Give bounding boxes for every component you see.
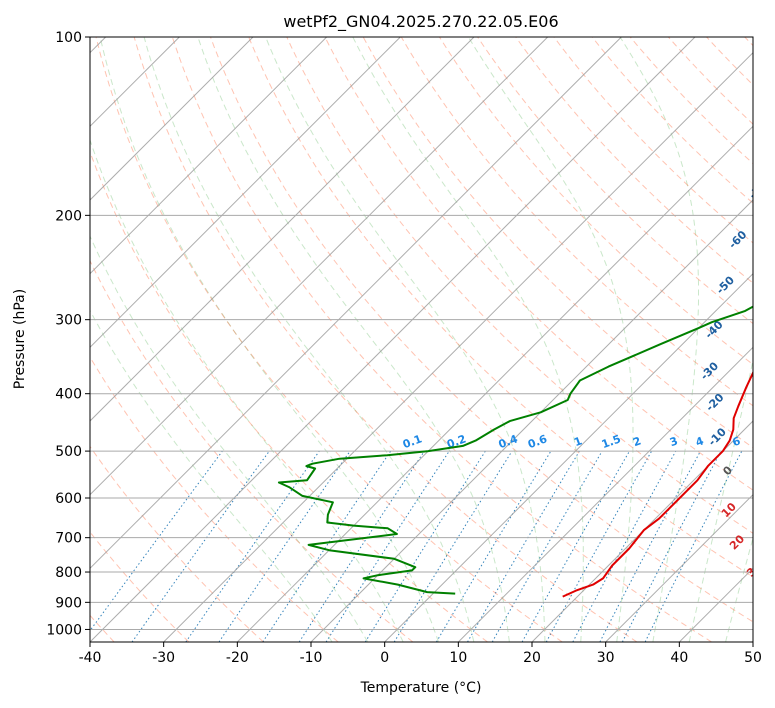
dry-adiabat	[133, 37, 638, 642]
mixing-ratio-label: 1	[572, 434, 584, 449]
isotherm-line	[90, 37, 622, 570]
y-tick-label: 1000	[46, 622, 82, 638]
mixing-ratio-label: 6	[731, 434, 743, 449]
x-axis-label: Temperature (°C)	[360, 680, 482, 696]
isotherm-line	[531, 420, 753, 642]
isotherm-line	[90, 37, 549, 496]
dry-adiabat	[286, 37, 753, 534]
isotherm-lines	[90, 37, 753, 642]
dry-adiabat	[629, 37, 753, 165]
moist-adiabat	[197, 37, 510, 642]
isobar-gridlines	[90, 37, 753, 630]
mixing-ratio-label: 4	[694, 434, 706, 449]
y-axis-ticks: 100 200 300 400 500 600 700 800 900 1000	[46, 30, 90, 638]
mixing-ratio-line	[90, 450, 223, 632]
isotherm-line	[163, 51, 753, 642]
isotherm-line	[384, 272, 753, 642]
dry-adiabat	[591, 37, 753, 204]
mixing-ratio-line	[185, 450, 320, 642]
moist-adiabat	[90, 138, 404, 642]
dry-adiabat	[171, 37, 712, 642]
y-tick-label: 200	[55, 208, 82, 224]
dry-adiabat	[400, 37, 753, 407]
moist-adiabat	[352, 37, 584, 642]
plot-area: -100-90-80-70-60-50-40-30-20-10010203040…	[90, 37, 769, 642]
y-axis-label: Pressure (hPa)	[12, 289, 28, 389]
chart-title: wetPf2_GN04.2025.270.22.05.E06	[283, 12, 558, 32]
isotherm-line	[310, 199, 753, 642]
dry-adiabat	[553, 37, 753, 244]
isotherm-line	[605, 493, 753, 642]
y-tick-label: 500	[55, 444, 82, 460]
temperature-profile-line	[562, 370, 753, 598]
dry-adiabat	[362, 37, 753, 449]
y-tick-label: 400	[55, 387, 82, 403]
dry-adiabat	[90, 259, 414, 642]
isotherm-line	[90, 37, 696, 642]
x-tick-label: 50	[744, 650, 762, 666]
dry-adiabat	[248, 37, 753, 578]
isotherm-label: -70	[746, 178, 769, 201]
mixing-ratio-line	[545, 450, 653, 642]
mixing-ratio-line	[131, 450, 270, 642]
isotherm-line	[90, 37, 254, 201]
mixing-ratio-label: 0.6	[526, 432, 549, 451]
mixing-ratio-line	[298, 450, 425, 642]
y-tick-label: 600	[55, 491, 82, 507]
x-tick-label: -20	[226, 650, 249, 666]
mixing-ratio-line	[262, 450, 392, 642]
moist-adiabat	[725, 536, 753, 642]
isotherm-line	[90, 37, 328, 275]
y-tick-label: 100	[55, 30, 82, 46]
y-tick-label: 800	[55, 565, 82, 581]
dry-adiabat	[477, 37, 753, 325]
isotherm-line	[457, 346, 753, 642]
mixing-ratio-line	[644, 450, 743, 642]
dewpoint-profile-line	[277, 305, 753, 595]
moist-adiabat	[90, 235, 369, 642]
y-tick-label: 300	[55, 313, 82, 329]
mixing-ratio-label: 3	[668, 434, 680, 449]
moist-adiabat	[90, 309, 333, 642]
isotherm-line	[90, 37, 401, 349]
x-axis-ticks: -40 -30 -20 -10 0 10 20 30 40 50	[79, 642, 762, 666]
mixing-ratio-lines	[90, 450, 743, 642]
moist-adiabats	[90, 37, 753, 642]
moist-adiabat	[467, 37, 634, 642]
y-tick-label: 900	[55, 595, 82, 611]
moist-adiabat	[265, 37, 546, 642]
dry-adiabats	[90, 37, 753, 642]
x-tick-label: 30	[597, 650, 615, 666]
moist-adiabat	[688, 358, 753, 642]
dry-adiabat	[95, 37, 563, 642]
x-tick-label: 40	[670, 650, 688, 666]
x-tick-label: 20	[523, 650, 541, 666]
x-tick-label: 10	[449, 650, 467, 666]
mixing-ratio-line	[325, 450, 450, 642]
mixing-ratio-label: 1.5	[600, 432, 623, 451]
mixing-ratio-label: 0.1	[401, 432, 424, 451]
x-tick-label: 0	[380, 650, 389, 666]
x-tick-label: -10	[300, 650, 323, 666]
dry-adiabat-label: 30	[744, 559, 764, 579]
mixing-ratio-label: 0.4	[497, 432, 520, 451]
y-tick-label: 700	[55, 531, 82, 547]
plot-frame	[89, 36, 754, 643]
isotherm-line	[90, 37, 475, 422]
mixing-ratio-label: 2	[631, 434, 643, 449]
x-tick-label: -30	[152, 650, 175, 666]
mixing-ratio-line	[521, 450, 630, 642]
x-tick-label: -40	[79, 650, 102, 666]
profile-series	[277, 305, 753, 598]
mixing-ratio-line	[218, 450, 351, 642]
dry-adiabat	[438, 37, 753, 366]
moist-adiabat	[619, 37, 699, 642]
mixing-ratio-line	[393, 450, 513, 642]
dry-adiabat	[90, 150, 488, 642]
moist-adiabat	[99, 37, 439, 642]
moist-adiabat	[143, 37, 475, 642]
dry-adiabat	[90, 445, 264, 642]
